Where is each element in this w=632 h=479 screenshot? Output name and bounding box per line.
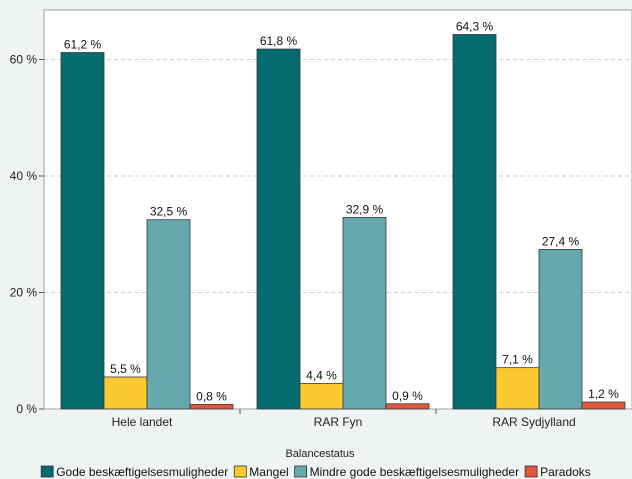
legend-label: Mangel xyxy=(249,465,288,479)
bar-value-label: 0,8 % xyxy=(196,389,227,403)
legend-label: Gode beskæftigelsesmuligheder xyxy=(56,465,228,479)
legend-label: Paradoks xyxy=(540,465,591,479)
y-tick-label: 20 % xyxy=(10,286,38,300)
plot-area xyxy=(43,9,632,410)
legend-swatch xyxy=(233,465,247,478)
legend-title: Balancestatus xyxy=(285,448,355,460)
gridlines xyxy=(44,59,632,294)
bar-paradoks-1 xyxy=(385,403,430,410)
bar-value-label: 0,9 % xyxy=(392,389,423,403)
bar-gode-besk-ftigelsesmuligheder-0 xyxy=(60,52,105,410)
y-tick-label: 60 % xyxy=(10,53,38,67)
x-category-label: RAR Fyn xyxy=(314,415,363,429)
y-tick-label: 0 % xyxy=(16,402,37,416)
bar-value-label: 1,2 % xyxy=(588,387,619,401)
bar-value-label: 7,1 % xyxy=(502,353,533,367)
bar-gode-besk-ftigelsesmuligheder-2 xyxy=(452,34,497,410)
bar-value-label: 32,5 % xyxy=(150,205,188,219)
bar-paradoks-2 xyxy=(581,401,626,410)
bar-gode-besk-ftigelsesmuligheder-1 xyxy=(256,48,301,410)
legend-swatch xyxy=(524,465,538,478)
bar-value-label: 32,9 % xyxy=(346,202,384,216)
bar-mindre-gode-besk-ftigelsesmuligheder-0 xyxy=(146,219,191,410)
y-tick-label: 40 % xyxy=(10,169,38,183)
y-axis: 0 % 20 % 40 % 60 % xyxy=(10,53,44,416)
bar-mangel-0 xyxy=(103,376,148,410)
bar-mangel-2 xyxy=(495,367,540,410)
x-category-label: Hele landet xyxy=(112,415,173,429)
legend-swatch xyxy=(40,465,54,478)
bars: 61,2 % 5,5 % 32,5 % 0,8 % 61,8 % 4,4 % 32,9 % 0… xyxy=(60,19,626,410)
bar-paradoks-0 xyxy=(189,403,234,410)
legend: Balancestatus Gode beskæftigelsesmulighe… xyxy=(40,448,591,479)
legend-swatch xyxy=(294,465,308,478)
bar-value-label: 61,8 % xyxy=(260,34,298,48)
bar-value-label: 5,5 % xyxy=(110,362,141,376)
bar-mangel-1 xyxy=(299,382,344,410)
bar-mindre-gode-besk-ftigelsesmuligheder-1 xyxy=(342,216,387,410)
legend-label: Mindre gode beskæftigelsesmuligheder xyxy=(310,465,519,479)
bar-value-label: 61,2 % xyxy=(64,38,102,52)
bar-value-label: 4,4 % xyxy=(306,368,337,382)
x-axis: Hele landet RAR Fyn RAR Sydjylland xyxy=(112,409,576,429)
bar-value-label: 27,4 % xyxy=(542,234,580,248)
bar-value-label: 64,3 % xyxy=(456,19,494,33)
bar-mindre-gode-besk-ftigelsesmuligheder-2 xyxy=(538,248,583,410)
x-category-label: RAR Sydjylland xyxy=(492,415,575,429)
